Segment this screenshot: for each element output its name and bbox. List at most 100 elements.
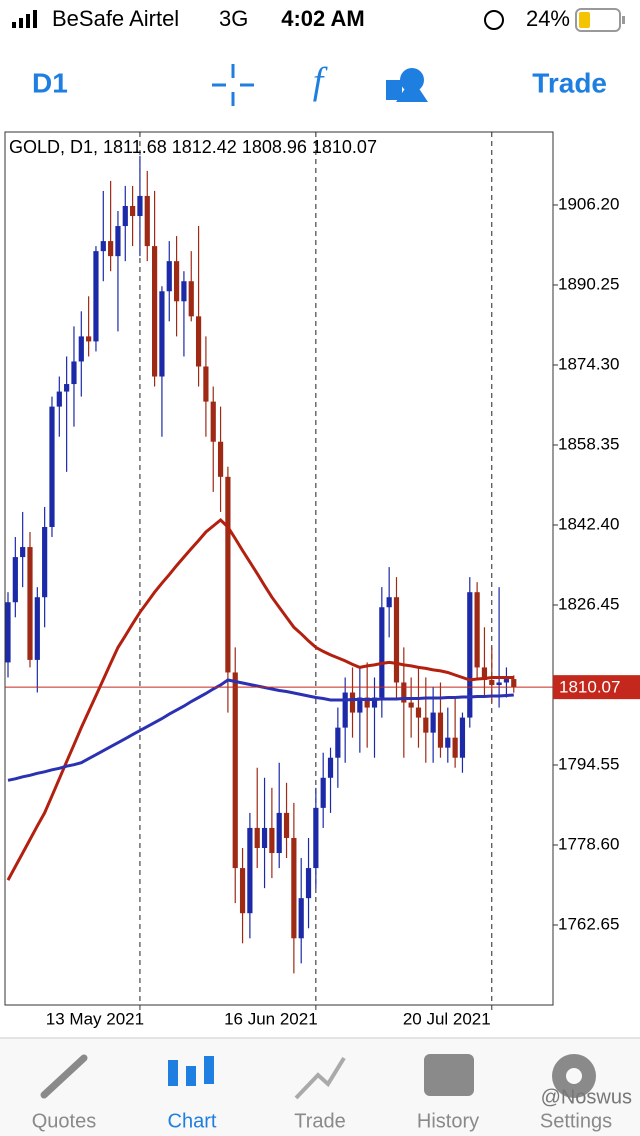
candle-body <box>115 226 121 257</box>
candle-body <box>511 679 517 688</box>
crosshair-button[interactable] <box>212 64 254 106</box>
candle-body <box>459 717 466 758</box>
current-price-label: 1810.07 <box>559 678 620 697</box>
tab-label[interactable]: Chart <box>168 1110 217 1132</box>
candle-body <box>342 692 348 728</box>
toolbar: D1 f Trade <box>32 61 607 106</box>
tab-label[interactable]: Settings <box>540 1110 612 1132</box>
tab-label[interactable]: Quotes <box>32 1110 96 1132</box>
candle-body <box>195 316 202 367</box>
candle-body <box>12 557 18 603</box>
candle-body <box>313 807 319 869</box>
plot: 1906.20 1890.25 1874.30 1858.35 1842.40 1826.… <box>5 132 640 1028</box>
candle-body <box>503 679 510 683</box>
x-tick-label: 16 Jun 2021 <box>224 1009 318 1028</box>
candle-body <box>474 592 480 668</box>
chart-title: GOLD, D1, 1811.68 1812.42 1808.96 1810.0… <box>9 137 377 157</box>
candle-body <box>379 607 385 698</box>
candle-body <box>371 697 378 708</box>
candle-body <box>445 737 451 748</box>
current-price-box <box>553 675 640 700</box>
tab-label[interactable]: Trade <box>294 1110 346 1132</box>
candle-body <box>64 384 70 392</box>
candle-body <box>27 547 33 660</box>
candle-body <box>232 672 238 869</box>
candle-body <box>276 812 282 854</box>
chart-icon <box>168 1056 214 1086</box>
trade-icon <box>294 1056 346 1100</box>
tab-label[interactable]: History <box>417 1110 479 1132</box>
x-tick-label: 20 Jul 2021 <box>403 1009 491 1028</box>
tabs: Quotes Chart Trade History Settings <box>32 1110 612 1132</box>
battery-level <box>579 12 590 28</box>
chart-frame <box>4 131 554 1006</box>
y-tick-label: 1874.30 <box>558 354 619 373</box>
candle-body <box>393 597 400 683</box>
candle-body <box>56 391 62 407</box>
y-tick-label: 1794.55 <box>558 754 619 773</box>
y-tick-label: 1842.40 <box>558 514 619 533</box>
signal-bar <box>12 22 16 28</box>
battery-icon <box>575 8 621 32</box>
candle-body <box>100 241 106 252</box>
candle-body <box>364 697 370 708</box>
candle-body <box>130 205 136 217</box>
candle-body <box>217 441 224 477</box>
candle-body <box>181 281 187 302</box>
candle-body <box>210 401 216 442</box>
watermark: @Noswus <box>541 1086 632 1108</box>
candle-body <box>349 692 356 713</box>
candle-body <box>42 526 48 598</box>
candle-body <box>203 366 209 402</box>
candle-body <box>254 827 260 849</box>
candle-body <box>408 702 414 708</box>
y-tick-label: 1778.60 <box>558 834 619 853</box>
candle-body <box>247 827 253 914</box>
candle-body <box>5 602 11 663</box>
candle-body <box>239 868 246 914</box>
candle-body <box>423 717 429 733</box>
timeframe-button[interactable]: D1 <box>32 67 68 98</box>
y-tick-label: 1906.20 <box>558 194 619 213</box>
candle-body <box>298 898 304 939</box>
candle-body <box>108 241 114 257</box>
battery-percent: 24% <box>526 6 570 31</box>
status-bar: BeSafe Airtel 3G 4:02 AM 24% <box>12 6 625 32</box>
candle-body <box>122 205 128 227</box>
trade-button[interactable]: Trade <box>532 67 607 98</box>
candle-body <box>188 281 194 317</box>
clock: 4:02 AM <box>281 6 365 31</box>
candle-body <box>327 757 334 778</box>
y-tick-label: 1762.65 <box>558 914 619 933</box>
candle-body <box>283 812 290 838</box>
indicators-button[interactable]: f <box>313 61 328 103</box>
y-tick-label: 1890.25 <box>558 274 619 293</box>
carrier: BeSafe Airtel <box>52 6 179 31</box>
candle-body <box>481 667 488 680</box>
candle-body <box>49 406 55 527</box>
battery-tip <box>622 16 625 24</box>
candle-body <box>335 727 341 758</box>
candle-body <box>357 697 363 713</box>
candle-body <box>225 476 231 673</box>
candle-body <box>452 737 458 758</box>
candle-body <box>261 827 268 849</box>
candle-body <box>430 712 436 733</box>
x-tick-label: 13 May 2021 <box>46 1009 144 1028</box>
candle-body <box>320 777 326 808</box>
network: 3G <box>219 6 248 31</box>
rotation-lock-icon <box>484 10 504 30</box>
candle-body <box>386 597 392 608</box>
candle-body <box>93 251 99 342</box>
candle-body <box>34 597 40 660</box>
y-tick-label: 1858.35 <box>558 434 619 453</box>
objects-button[interactable] <box>386 68 428 102</box>
candle-body <box>467 592 473 718</box>
candle-body <box>489 679 495 685</box>
candle-body <box>159 291 165 377</box>
candle-body <box>71 361 77 385</box>
y-tick-label: 1826.45 <box>558 594 619 613</box>
candle-body <box>291 837 297 939</box>
